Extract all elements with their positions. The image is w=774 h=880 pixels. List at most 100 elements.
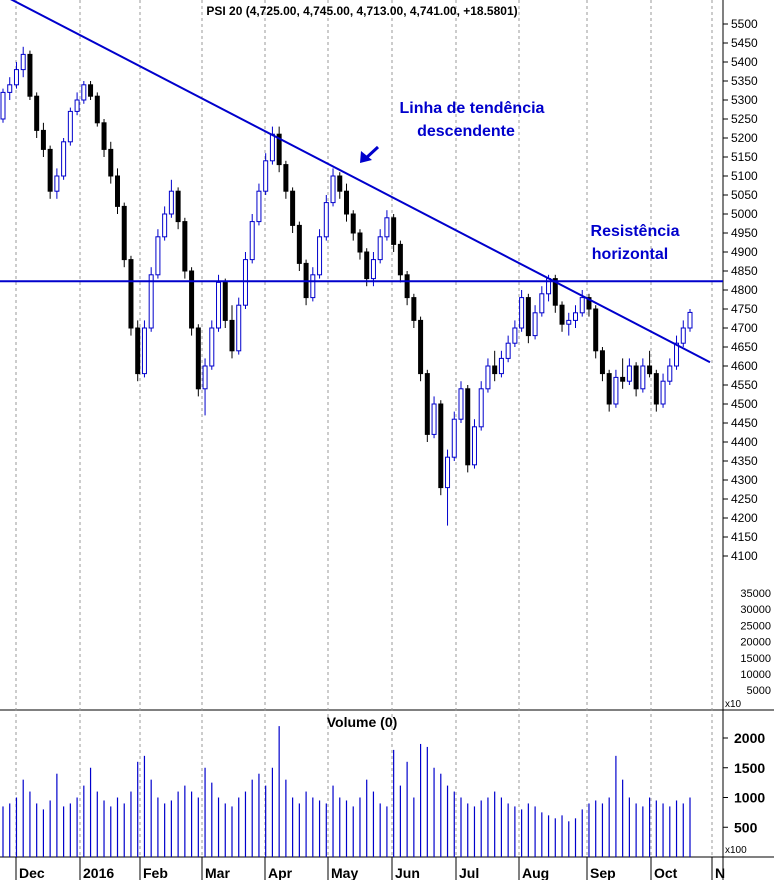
candle-body [498,357,504,375]
candle-body [687,311,693,329]
candlestick [47,145,53,199]
candle-body [40,129,46,150]
candlestick [20,46,26,78]
candlestick [296,221,302,271]
candle-body [20,53,26,71]
candlestick [418,316,424,382]
candle-body [337,175,343,192]
secondary-y-axis: 35000 30000 25000 20000 15000 10000 5000 [740,588,771,697]
candle-body [168,190,174,215]
candle-body [148,274,154,329]
candlestick [465,385,471,473]
candle-body [7,84,13,93]
candle-body [370,259,376,280]
candle-body [195,327,201,390]
candlestick [640,358,646,393]
candle-body [445,456,451,489]
candle-body [431,403,437,435]
candlestick [283,160,289,199]
candle-body [505,342,511,359]
candlestick [445,449,451,526]
candle-body [209,327,215,367]
candle-body [222,281,228,321]
candle-body [404,274,410,299]
volume-tick-label: 1500 [734,760,765,776]
y-tick-label: 5400 [731,55,758,69]
candlestick [175,187,181,230]
candle-body [344,190,349,215]
candlestick [256,183,262,226]
candlestick [0,88,6,123]
candlestick [108,141,114,184]
candle-body [674,342,680,367]
candlestick [391,214,397,252]
candle-body [54,175,60,192]
candle-body [653,373,659,405]
candlestick [357,229,363,260]
secondary-scale-unit: x10 [725,699,742,710]
candlestick [40,122,46,157]
y-tick-label: 4600 [731,359,758,373]
candle-body [532,312,538,337]
candlestick [34,92,40,138]
candle-body [13,69,19,86]
candlestick [680,320,686,347]
y-tick-label: 5500 [731,17,758,31]
candlestick [653,369,659,412]
resistance-annotation-line-2: horizontal [592,246,668,263]
y-tick-label: 4700 [731,321,758,335]
y-tick-label: 4800 [731,283,758,297]
resistance-annotation-line-1: Resistência [591,223,680,240]
x-tick-label: Jun [395,865,420,880]
candlestick [330,168,336,207]
candlestick [593,305,599,359]
volume-chart-title: Volume (0) [327,714,398,730]
y-tick-label: 4350 [731,454,758,468]
secondary-tick-label: 15000 [740,653,771,665]
candlestick [525,293,531,344]
volume-scale-unit: x100 [725,845,747,856]
secondary-tick-label: 10000 [740,669,771,681]
candlestick [101,119,107,157]
candlestick [579,290,585,317]
y-tick-label: 5450 [731,36,758,50]
x-axis: Dec 2016 Feb Mar Apr May Jun Jul Aug Sep Oct N [15,857,725,880]
candlestick [626,358,632,385]
candle-body [88,84,94,97]
candle-body [384,217,390,238]
candlestick [505,335,511,363]
candlestick [397,240,403,283]
trendline-annotation-line-1: Linha de tendência [400,100,545,117]
candlestick [94,92,100,127]
candlestick [74,92,80,116]
candle-body [34,95,40,131]
y-tick-label: 5300 [731,93,758,107]
y-tick-label: 4300 [731,473,758,487]
candlestick [599,347,605,382]
candle-body [27,53,33,97]
secondary-tick-label: 25000 [740,620,771,632]
x-tick-label: Mar [205,865,230,880]
candle-body [350,213,356,234]
y-tick-label: 4200 [731,511,758,525]
x-tick-label: Dec [19,865,45,880]
secondary-tick-label: 30000 [740,604,771,616]
candle-body [121,205,127,261]
y-tick-label: 4850 [731,264,758,278]
candlestick [54,168,60,199]
candlestick [674,335,680,370]
candlestick [155,229,161,279]
candlestick [620,358,626,389]
volume-tick-label: 1000 [734,790,765,806]
candlestick [451,411,457,461]
y-tick-label: 4650 [731,340,758,354]
candlestick [337,172,343,199]
candlestick [317,229,323,279]
candlestick [647,350,653,378]
candle-body [613,376,619,405]
candlestick [115,168,120,214]
volume-bars [2,726,691,857]
candlestick [431,396,437,439]
candle-body [128,259,134,329]
candle-body [108,148,114,177]
